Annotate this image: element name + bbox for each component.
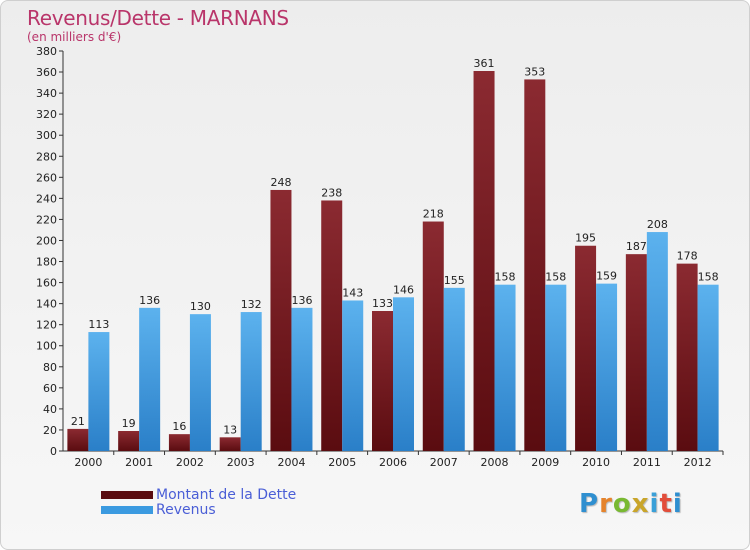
revenus-value-label: 130: [190, 300, 211, 313]
y-tick-label: 160: [36, 277, 57, 290]
dette-value-label: 16: [172, 420, 186, 433]
dette-value-label: 248: [270, 176, 291, 189]
dette-bar: [270, 189, 292, 451]
x-tick-label: 2001: [125, 456, 153, 469]
dette-value-label: 353: [524, 65, 545, 78]
dette-value-label: 361: [474, 57, 495, 70]
x-tick-label: 2000: [74, 456, 102, 469]
dette-bar: [524, 79, 546, 451]
legend-swatch-revenus: [101, 506, 153, 514]
legend-label-dette: Montant de la Dette: [156, 487, 297, 503]
revenus-bar: [646, 232, 668, 451]
revenus-value-label: 136: [291, 294, 312, 307]
y-tick-label: 200: [36, 234, 57, 247]
x-tick-label: 2004: [277, 456, 305, 469]
revenus-bar: [697, 284, 719, 451]
dette-bar: [372, 311, 393, 451]
dette-bar: [473, 71, 495, 451]
dette-value-label: 187: [626, 240, 647, 253]
dette-bar: [575, 245, 597, 451]
dette-value-label: 238: [321, 186, 342, 199]
y-tick-label: 100: [36, 340, 57, 353]
axes: 0 20 40 60 80 100 120 140 160 180 200 220 240 260 280 3…: [36, 45, 724, 469]
chart-subtitle: (en milliers d'€): [27, 30, 122, 44]
dette-bar: [219, 437, 241, 451]
revenus-bar: [393, 297, 414, 451]
dette-bar: [67, 428, 89, 451]
y-tick-label: 180: [36, 256, 57, 269]
x-tick-label: 2006: [379, 456, 407, 469]
revenus-value-label: 158: [545, 271, 566, 284]
dette-bar: [118, 431, 140, 451]
x-tick-label: 2011: [633, 456, 661, 469]
y-tick-label: 220: [36, 213, 57, 226]
bars: [67, 71, 719, 451]
dette-bar: [321, 200, 343, 451]
y-tick-label: 40: [43, 403, 57, 416]
dette-value-label: 218: [423, 208, 444, 221]
y-tick-label: 140: [36, 298, 57, 311]
y-tick-label: 0: [50, 445, 57, 458]
revenus-value-label: 208: [647, 218, 668, 231]
revenus-value-label: 158: [495, 271, 516, 284]
legend-label-revenus: Revenus: [156, 502, 216, 518]
y-tick-label: 280: [36, 150, 57, 163]
x-tick-label: 2008: [481, 456, 509, 469]
revenus-value-label: 136: [139, 294, 160, 307]
data-labels: 21 19 16 13 248 238 133 218 361 353 195 187 178 113 13…: [71, 57, 719, 436]
revenus-bar: [240, 312, 262, 451]
y-tick-label: 120: [36, 319, 57, 332]
x-tick-label: 2002: [176, 456, 204, 469]
legend-swatch-dette: [101, 491, 153, 499]
chart-title: Revenus/Dette - MARNANS: [27, 6, 289, 30]
proxiti-logo: Proxiti: [579, 489, 683, 519]
revenus-value-label: 155: [444, 274, 465, 287]
y-tick-label: 300: [36, 129, 57, 142]
y-tick-label: 80: [43, 361, 57, 374]
dette-bar: [625, 254, 647, 451]
revenus-value-label: 146: [393, 283, 414, 296]
dette-value-label: 13: [223, 423, 237, 436]
y-tick-label: 340: [36, 87, 57, 100]
y-tick-label: 60: [43, 382, 57, 395]
revenus-bar: [596, 283, 618, 451]
dette-value-label: 21: [71, 415, 85, 428]
dette-value-label: 195: [575, 232, 596, 245]
revenus-bar: [494, 284, 516, 451]
dette-bar: [168, 434, 190, 451]
revenus-bar: [291, 307, 313, 451]
y-tick-label: 360: [36, 66, 57, 79]
dette-value-label: 178: [677, 250, 698, 263]
revenus-value-label: 113: [88, 318, 109, 331]
y-tick-label: 320: [36, 108, 57, 121]
revenus-value-label: 143: [342, 286, 363, 299]
x-tick-label: 2003: [227, 456, 255, 469]
x-tick-label: 2010: [582, 456, 610, 469]
y-tick-label: 20: [43, 424, 57, 437]
revenus-bar: [545, 284, 567, 451]
revenus-bar: [139, 307, 161, 451]
y-tick-label: 380: [36, 45, 57, 58]
revenus-bar: [189, 314, 211, 451]
revenus-value-label: 159: [596, 270, 617, 283]
x-tick-label: 2009: [531, 456, 559, 469]
dette-bar: [422, 221, 444, 451]
revenus-bar: [88, 332, 110, 451]
revenus-bar: [342, 300, 364, 451]
revenus-value-label: 158: [698, 271, 719, 284]
x-tick-label: 2005: [328, 456, 356, 469]
dette-value-label: 133: [372, 297, 393, 310]
revenus-bar: [443, 287, 465, 451]
y-tick-label: 260: [36, 171, 57, 184]
revenus-value-label: 132: [241, 298, 262, 311]
dette-value-label: 19: [122, 417, 136, 430]
x-tick-label: 2007: [430, 456, 458, 469]
dette-bar: [676, 263, 698, 451]
y-tick-label: 240: [36, 192, 57, 205]
x-tick-label: 2012: [684, 456, 712, 469]
